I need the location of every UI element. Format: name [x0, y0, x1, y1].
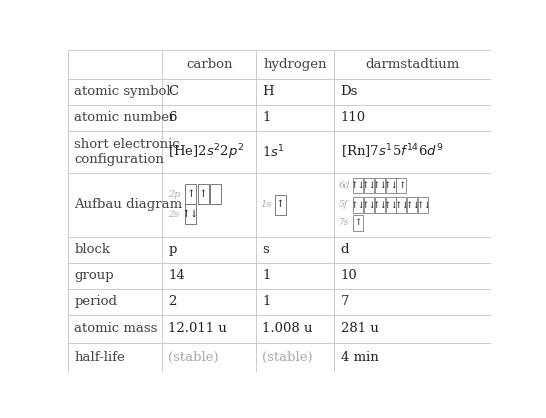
- Text: short electronic
configuration: short electronic configuration: [74, 138, 180, 166]
- Text: ↑: ↑: [276, 200, 284, 209]
- Text: 2p: 2p: [168, 190, 181, 199]
- Text: period: period: [74, 296, 117, 308]
- Text: 12.011 u: 12.011 u: [168, 322, 227, 335]
- Bar: [186, 204, 197, 224]
- Bar: [364, 197, 374, 213]
- Text: ↑: ↑: [397, 181, 405, 190]
- Text: ↑↓: ↑↓: [372, 200, 387, 209]
- Text: half-life: half-life: [74, 351, 125, 364]
- Text: 2: 2: [168, 296, 177, 308]
- Bar: [418, 197, 428, 213]
- Bar: [375, 178, 385, 194]
- Bar: [407, 197, 417, 213]
- Text: d: d: [341, 243, 349, 256]
- Text: 281 u: 281 u: [341, 322, 378, 335]
- Bar: [396, 197, 406, 213]
- Text: 1: 1: [262, 269, 271, 283]
- Bar: [198, 184, 209, 204]
- Text: Ds: Ds: [341, 85, 358, 99]
- Bar: [396, 178, 406, 194]
- Text: 1.008 u: 1.008 u: [262, 322, 313, 335]
- Text: ↑↓: ↑↓: [405, 200, 420, 209]
- Text: 1: 1: [262, 112, 271, 125]
- Text: s: s: [262, 243, 269, 256]
- Text: 5f: 5f: [339, 200, 348, 209]
- Text: ↑: ↑: [187, 190, 195, 199]
- Text: 7s: 7s: [339, 218, 349, 227]
- Text: ↑: ↑: [354, 218, 362, 227]
- Text: Aufbau diagram: Aufbau diagram: [74, 199, 182, 212]
- Text: [He]2$s^2$2$p^2$: [He]2$s^2$2$p^2$: [168, 142, 245, 162]
- Text: block: block: [74, 243, 110, 256]
- Text: 14: 14: [168, 269, 185, 283]
- Text: (stable): (stable): [262, 351, 313, 364]
- Text: ↑↓: ↑↓: [416, 200, 431, 209]
- Text: ↑↓: ↑↓: [383, 200, 398, 209]
- Text: p: p: [168, 243, 177, 256]
- Text: hydrogen: hydrogen: [264, 58, 327, 71]
- Bar: [364, 178, 374, 194]
- Bar: [210, 184, 221, 204]
- Text: 2s: 2s: [168, 210, 180, 219]
- Bar: [275, 195, 286, 215]
- Text: 110: 110: [341, 112, 366, 125]
- Bar: [353, 215, 363, 230]
- Text: ↑↓: ↑↓: [182, 210, 200, 219]
- Text: ↑↓: ↑↓: [383, 181, 398, 190]
- Text: ↑↓: ↑↓: [361, 181, 376, 190]
- Text: 1$s^1$: 1$s^1$: [262, 144, 285, 160]
- Text: darmstadtium: darmstadtium: [366, 58, 460, 71]
- Bar: [353, 178, 363, 194]
- Text: H: H: [262, 85, 274, 99]
- Text: [Rn]7$s^1$5$f^{14}$6$d^9$: [Rn]7$s^1$5$f^{14}$6$d^9$: [341, 143, 443, 161]
- Text: ↑↓: ↑↓: [361, 200, 376, 209]
- Text: 1: 1: [262, 296, 271, 308]
- Text: 1s: 1s: [261, 200, 272, 209]
- Text: (stable): (stable): [168, 351, 219, 364]
- Text: 6d: 6d: [339, 181, 351, 190]
- Text: atomic mass: atomic mass: [74, 322, 158, 335]
- Text: C: C: [168, 85, 179, 99]
- Text: atomic symbol: atomic symbol: [74, 85, 171, 99]
- Text: 10: 10: [341, 269, 358, 283]
- Bar: [385, 197, 396, 213]
- Text: group: group: [74, 269, 114, 283]
- Text: atomic number: atomic number: [74, 112, 176, 125]
- Bar: [186, 184, 197, 204]
- Text: 7: 7: [341, 296, 349, 308]
- Text: ↑↓: ↑↓: [351, 200, 366, 209]
- Text: ↑↓: ↑↓: [394, 200, 409, 209]
- Text: 4 min: 4 min: [341, 351, 378, 364]
- Text: ↑: ↑: [199, 190, 207, 199]
- Text: 6: 6: [168, 112, 177, 125]
- Text: ↑↓: ↑↓: [351, 181, 366, 190]
- Bar: [375, 197, 385, 213]
- Bar: [353, 197, 363, 213]
- Text: carbon: carbon: [186, 58, 233, 71]
- Text: ↑↓: ↑↓: [372, 181, 387, 190]
- Bar: [385, 178, 396, 194]
